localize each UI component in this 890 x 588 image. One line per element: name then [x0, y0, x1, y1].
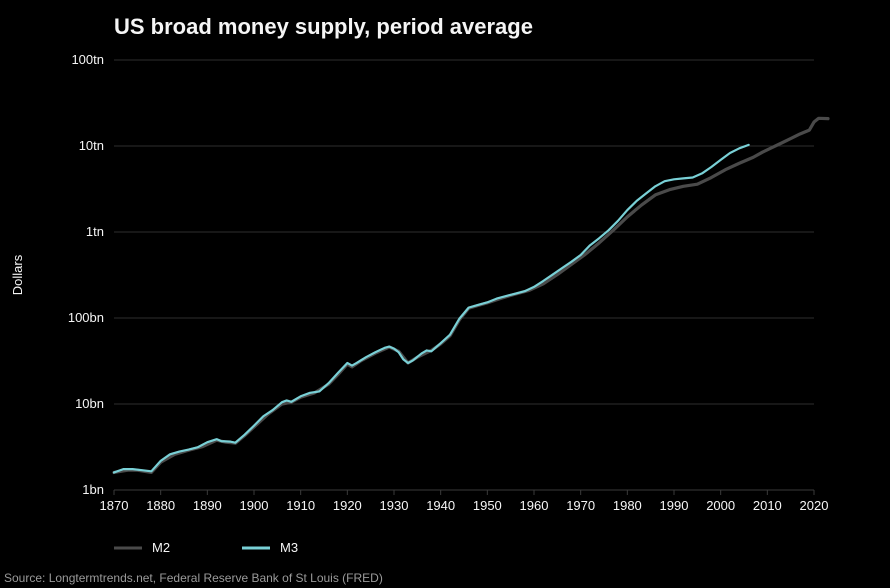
x-tick-label: 1890 — [193, 498, 222, 513]
chart-container: 1bn 10bn 100bn 1tn 10tn 100tn 1870 1880 1890 1900… — [0, 0, 890, 588]
y-tick-label: 10tn — [79, 138, 104, 153]
x-tick-label: 1960 — [520, 498, 549, 513]
chart-title: US broad money supply, period average — [114, 14, 533, 39]
y-tick-label: 100tn — [71, 52, 104, 67]
x-tick-label: 2020 — [800, 498, 829, 513]
y-tick-label: 10bn — [75, 396, 104, 411]
x-tick-label: 1970 — [566, 498, 595, 513]
x-tick-label: 1940 — [426, 498, 455, 513]
y-tick-label: 1tn — [86, 224, 104, 239]
x-tick-label: 1980 — [613, 498, 642, 513]
x-tick-label: 2000 — [706, 498, 735, 513]
x-tick-label: 1910 — [286, 498, 315, 513]
x-tick-label: 1990 — [660, 498, 689, 513]
y-tick-label: 1bn — [82, 482, 104, 497]
x-tick-label: 1920 — [333, 498, 362, 513]
x-tick-label: 1880 — [146, 498, 175, 513]
x-tick-label: 1930 — [380, 498, 409, 513]
legend-label: M2 — [152, 540, 170, 555]
y-axis-label: Dollars — [10, 254, 25, 295]
x-tick-label: 1900 — [240, 498, 269, 513]
legend-label: M3 — [280, 540, 298, 555]
y-tick-label: 100bn — [68, 310, 104, 325]
source-text: Source: Longtermtrends.net, Federal Rese… — [4, 571, 383, 585]
x-tick-label: 2010 — [753, 498, 782, 513]
x-tick-label: 1870 — [100, 498, 129, 513]
chart-svg: 1bn 10bn 100bn 1tn 10tn 100tn 1870 1880 1890 1900… — [0, 0, 890, 588]
x-tick-label: 1950 — [473, 498, 502, 513]
